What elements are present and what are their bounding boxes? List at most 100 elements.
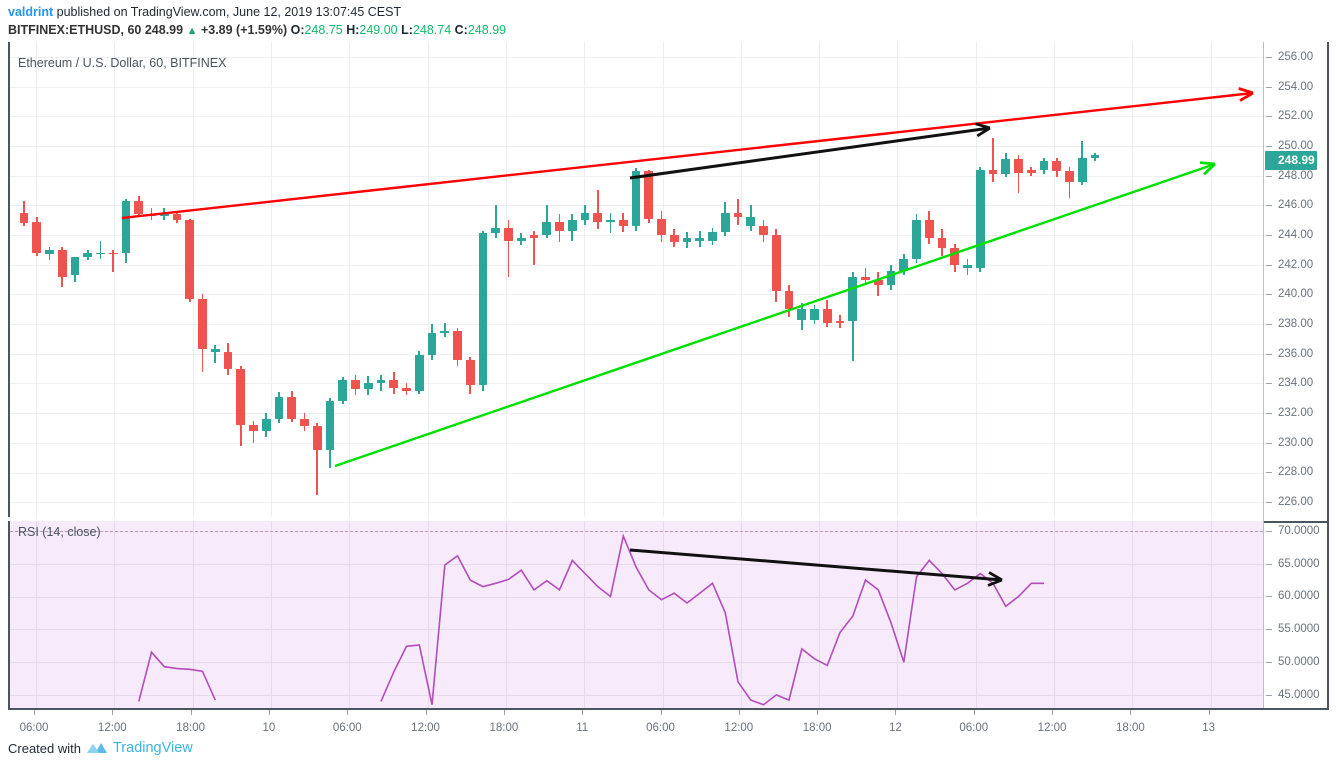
high-value: 249.00 — [359, 23, 398, 37]
support-trendline — [334, 161, 1216, 468]
arrow-head — [1239, 91, 1254, 102]
gridline-vertical — [897, 42, 899, 517]
candle-body — [695, 237, 705, 241]
candle-body — [822, 309, 832, 323]
price-axis-label: 244.00 — [1278, 228, 1314, 241]
rsi-gridline-vertical — [1210, 521, 1212, 708]
candle-body — [363, 383, 373, 390]
candle-body — [516, 237, 526, 241]
candle-body — [950, 248, 960, 265]
candle-body — [835, 321, 845, 323]
rsi-gridline-vertical — [114, 521, 116, 708]
candle-body — [210, 349, 220, 353]
candle-body — [1077, 157, 1087, 182]
candle-wick — [992, 138, 994, 182]
tradingview-logo-icon — [86, 742, 107, 753]
candle-body — [325, 401, 335, 451]
candle-body — [172, 214, 182, 221]
candle-body — [1052, 160, 1062, 172]
time-axis-label: 12:00 — [1037, 722, 1067, 734]
candle-body — [249, 424, 258, 431]
candle-body — [1039, 160, 1049, 170]
time-axis-label: 18:00 — [1115, 722, 1145, 734]
pane-separator — [1264, 521, 1327, 523]
candle-body — [478, 233, 488, 385]
rsi-gridline-vertical — [584, 521, 586, 708]
candle-body — [759, 226, 768, 235]
rsi-axis-label: 60.0000 — [1278, 590, 1320, 603]
candle-body — [414, 355, 424, 391]
gridline-horizontal — [10, 86, 1263, 88]
price-annotations-overlay — [121, 87, 1254, 468]
axis-tick — [1266, 145, 1272, 147]
axis-tick — [1266, 413, 1272, 415]
rsi-gridline — [10, 694, 1263, 696]
right-price-axis[interactable]: 256.00 254.00 252.00 250.00 248.00 246.00 244.… — [1263, 42, 1329, 708]
gridline-horizontal — [10, 294, 1263, 296]
candle-body — [287, 396, 297, 420]
publish-text: published on TradingView.com, June 12, 2… — [56, 5, 402, 19]
candle-body — [261, 419, 271, 431]
axis-tick — [1266, 205, 1272, 207]
gridline-horizontal — [10, 235, 1263, 236]
candle-body — [771, 234, 781, 292]
tradingview-wordmark[interactable]: TradingView — [112, 740, 193, 756]
price-axis-label: 236.00 — [1278, 347, 1314, 360]
gridline-horizontal — [10, 264, 1263, 266]
price-axis-label: 232.00 — [1278, 407, 1314, 420]
arrow-head — [988, 571, 1003, 582]
time-axis-label: 12:00 — [97, 722, 127, 734]
candle-body — [899, 258, 909, 271]
candle-body — [351, 380, 360, 390]
candle-body — [606, 220, 615, 222]
candle-body — [300, 419, 309, 427]
rsi-axis-label: 50.0000 — [1278, 656, 1320, 669]
gridline-vertical — [36, 42, 37, 517]
axis-tick — [1266, 324, 1272, 326]
candle-body — [453, 331, 462, 360]
candle-body — [465, 359, 475, 385]
rsi-gridline — [10, 662, 1263, 664]
created-with-label: Created with — [8, 740, 81, 756]
gridline-horizontal — [10, 472, 1263, 474]
rsi-gridline-vertical — [427, 521, 429, 708]
candle-body — [924, 220, 934, 238]
candle-body — [886, 270, 896, 286]
open-label: O: — [290, 23, 305, 37]
time-tick — [660, 710, 662, 715]
time-tick — [582, 710, 584, 715]
candle-body — [631, 171, 641, 227]
candle-body — [389, 380, 399, 388]
low-label: L: — [401, 23, 413, 37]
axis-tick — [1266, 56, 1272, 58]
time-tick — [347, 710, 349, 715]
price-change: +3.89 (+1.59%) — [200, 23, 288, 37]
candle-body — [312, 426, 322, 451]
candle-body — [784, 291, 794, 310]
rsi-axis-tick — [1266, 694, 1272, 696]
candle-wick — [596, 190, 599, 230]
gridline-vertical — [584, 42, 586, 517]
candle-body — [147, 214, 156, 216]
price-axis-label: 248.00 — [1278, 169, 1314, 182]
gridline-vertical — [1054, 42, 1056, 517]
author-name[interactable]: valdrint — [8, 5, 54, 19]
symbol-label[interactable]: BITFINEX:ETHUSD, 60 — [8, 23, 142, 37]
price-axis-label: 230.00 — [1278, 436, 1314, 449]
candle-wick — [252, 420, 255, 443]
rsi-overbought-line — [10, 530, 1263, 532]
candle-wick — [316, 423, 319, 495]
candle-body — [669, 234, 679, 243]
candle-body — [159, 214, 169, 216]
bottom-time-axis[interactable]: 06:00 12:00 18:00 10 06:00 12:00 18:00 11 06:00 1… — [8, 708, 1329, 736]
candle-body — [1026, 169, 1036, 173]
candle-body — [963, 264, 972, 268]
price-axis-label: 254.00 — [1278, 80, 1314, 93]
gridline-vertical — [505, 42, 507, 517]
rsi-indicator-pane[interactable]: RSI (14, close) — [8, 521, 1263, 708]
price-chart-pane[interactable]: Ethereum / U.S. Dollar, 60, BITFINEX — [8, 42, 1263, 517]
candle-body — [593, 212, 603, 222]
close-value: 248.99 — [467, 23, 507, 37]
rsi-axis-tick — [1266, 530, 1272, 532]
candle-body — [529, 234, 539, 238]
